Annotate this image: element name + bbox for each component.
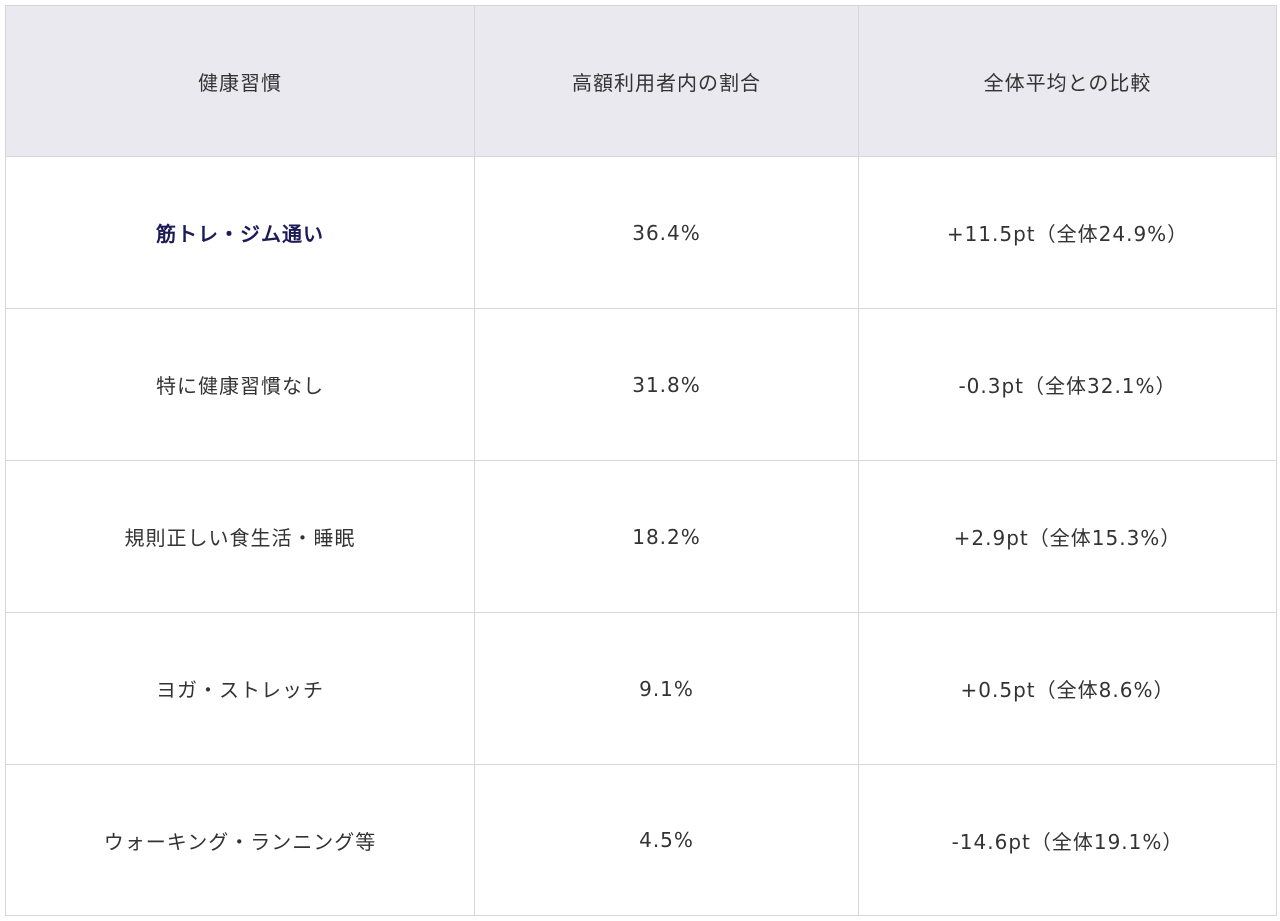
habit-cell: ウォーキング・ランニング等 [5,764,475,916]
share-cell: 4.5% [474,764,859,916]
table-row: ウォーキング・ランニング等 4.5% -14.6pt（全体19.1%） [5,764,1277,916]
header-comparison: 全体平均との比較 [858,5,1277,157]
table-header: 健康習慣 高額利用者内の割合 全体平均との比較 [5,5,1277,157]
health-habits-table-container: 健康習慣 高額利用者内の割合 全体平均との比較 筋トレ・ジム通い 36.4% +… [5,5,1277,916]
comparison-cell: +2.9pt（全体15.3%） [858,460,1277,613]
habit-cell: 筋トレ・ジム通い [5,156,475,309]
share-cell: 9.1% [474,612,859,765]
header-share: 高額利用者内の割合 [474,5,859,157]
comparison-cell: +11.5pt（全体24.9%） [858,156,1277,309]
table-row: 特に健康習慣なし 31.8% -0.3pt（全体32.1%） [5,308,1277,461]
table-row: ヨガ・ストレッチ 9.1% +0.5pt（全体8.6%） [5,612,1277,765]
share-cell: 18.2% [474,460,859,613]
comparison-cell: -14.6pt（全体19.1%） [858,764,1277,916]
table-row: 規則正しい食生活・睡眠 18.2% +2.9pt（全体15.3%） [5,460,1277,613]
header-habit: 健康習慣 [5,5,475,157]
share-cell: 31.8% [474,308,859,461]
habit-cell: 規則正しい食生活・睡眠 [5,460,475,613]
header-row: 健康習慣 高額利用者内の割合 全体平均との比較 [5,5,1277,157]
health-habits-table: 健康習慣 高額利用者内の割合 全体平均との比較 筋トレ・ジム通い 36.4% +… [5,5,1277,916]
share-cell: 36.4% [474,156,859,309]
comparison-cell: -0.3pt（全体32.1%） [858,308,1277,461]
table-body: 筋トレ・ジム通い 36.4% +11.5pt（全体24.9%） 特に健康習慣なし… [5,156,1277,916]
habit-cell: ヨガ・ストレッチ [5,612,475,765]
habit-cell: 特に健康習慣なし [5,308,475,461]
table-row: 筋トレ・ジム通い 36.4% +11.5pt（全体24.9%） [5,156,1277,309]
comparison-cell: +0.5pt（全体8.6%） [858,612,1277,765]
